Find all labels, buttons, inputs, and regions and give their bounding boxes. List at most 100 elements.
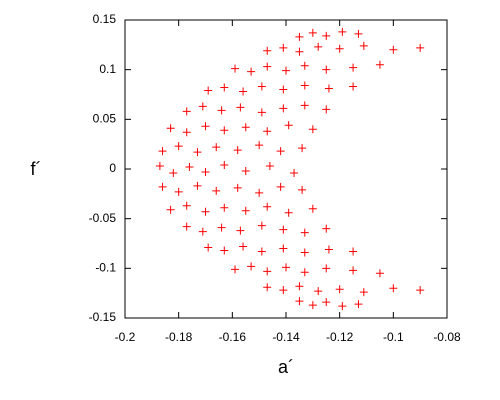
x-tick-label: -0.14 (272, 330, 300, 344)
point (263, 267, 272, 276)
point (276, 182, 285, 191)
point (375, 269, 384, 278)
point (279, 286, 288, 295)
point (276, 147, 285, 156)
point (298, 144, 307, 153)
point (314, 287, 323, 296)
point (239, 87, 248, 96)
point (322, 31, 331, 40)
point (300, 268, 309, 277)
point (284, 121, 293, 130)
point (322, 224, 331, 233)
point (295, 282, 304, 291)
point (201, 167, 210, 176)
point (231, 265, 240, 274)
point (257, 82, 266, 91)
x-tick-label: -0.16 (219, 330, 247, 344)
point (416, 43, 425, 52)
point (349, 266, 358, 275)
point (279, 104, 288, 113)
point (233, 146, 242, 155)
x-tick-label: -0.2 (115, 330, 136, 344)
point (204, 86, 213, 95)
point (322, 65, 331, 74)
y-tick-label: -0.05 (89, 211, 117, 225)
point (182, 107, 191, 116)
point (284, 208, 293, 217)
point (236, 226, 245, 235)
point (155, 162, 164, 171)
x-tick-label: -0.18 (165, 330, 193, 344)
point (220, 83, 229, 92)
point (322, 105, 331, 114)
point (174, 142, 183, 151)
point (158, 147, 167, 156)
point (354, 29, 363, 38)
point (212, 143, 221, 152)
point (389, 284, 398, 293)
y-axis-title: f´ (31, 159, 42, 179)
point (279, 244, 288, 253)
point (308, 301, 317, 310)
point (247, 262, 256, 271)
point (204, 243, 213, 252)
point (185, 163, 194, 172)
point (241, 123, 250, 132)
point (300, 228, 309, 237)
x-tick-label: -0.1 (383, 330, 404, 344)
point (282, 66, 290, 75)
point (349, 82, 358, 91)
x-tick-label: -0.08 (433, 330, 461, 344)
point (298, 185, 307, 194)
point (322, 298, 331, 307)
point (257, 247, 266, 256)
point (220, 126, 229, 135)
point (314, 42, 323, 51)
point (335, 285, 344, 294)
point (295, 47, 304, 56)
point (324, 245, 333, 254)
point (295, 32, 304, 41)
point (201, 207, 210, 216)
point (279, 225, 288, 234)
point (324, 84, 333, 93)
point (166, 124, 175, 133)
point (198, 102, 207, 111)
y-tick-label: 0.05 (93, 112, 117, 126)
point (263, 283, 272, 292)
point (416, 286, 425, 295)
point (354, 300, 363, 309)
point (300, 61, 309, 70)
point (201, 122, 210, 131)
point (255, 188, 264, 197)
point (193, 148, 202, 157)
y-tick-label: 0 (109, 161, 116, 175)
y-tick-label: 0.15 (93, 12, 117, 26)
point (182, 128, 191, 137)
point (263, 127, 272, 136)
y-tick-label: 0.1 (99, 62, 116, 76)
point (212, 186, 221, 195)
point (322, 264, 331, 273)
point (241, 166, 250, 175)
y-tick-label: -0.1 (95, 261, 116, 275)
point (217, 223, 226, 232)
point (300, 248, 309, 257)
point (241, 206, 250, 215)
point (182, 222, 191, 231)
point (295, 297, 304, 306)
point (263, 46, 272, 55)
point (282, 263, 290, 272)
point (375, 60, 384, 69)
point (220, 161, 229, 170)
point (158, 182, 167, 191)
point (239, 242, 248, 251)
point (193, 181, 202, 190)
point (290, 168, 299, 177)
point (349, 63, 358, 72)
point (359, 288, 368, 297)
point (338, 27, 347, 36)
point (389, 45, 398, 54)
point (300, 81, 309, 90)
